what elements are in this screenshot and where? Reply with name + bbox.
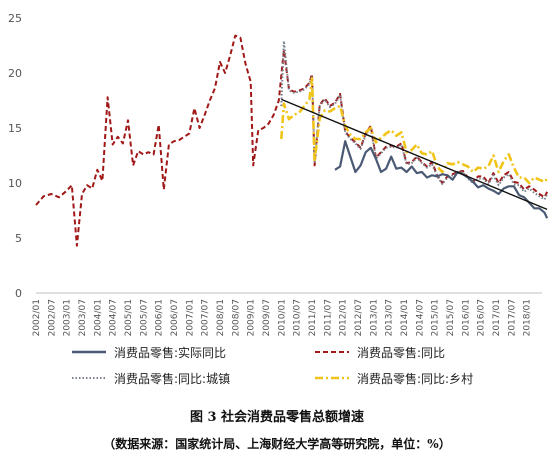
legend-item-nominal: 消费品零售:同比: [315, 342, 445, 362]
legend-swatch-rural: [315, 376, 349, 380]
x-tick-label: 2006/01: [155, 299, 165, 336]
legend: 消费品零售:实际同比 消费品零售:同比 消费品零售:同比:城镇 消费品零售:同比…: [60, 340, 530, 390]
legend-label-real: 消费品零售:实际同比: [114, 345, 227, 360]
x-tick-label: 2008/07: [231, 299, 241, 336]
x-tick-label: 2013/01: [369, 299, 379, 336]
x-tick-label: 2004/01: [93, 299, 103, 336]
x-tick-label: 2016/01: [461, 299, 471, 336]
x-tick-label: 2009/01: [247, 299, 257, 336]
figure-caption: 图 3 社会消费品零售总额增速: [189, 410, 365, 425]
series-line-nominal: [35, 34, 549, 247]
x-tick-label: 2003/01: [63, 299, 73, 336]
x-tick-label: 2014/07: [415, 299, 425, 336]
x-tick-label: 2004/07: [109, 299, 119, 336]
legend-label-nominal: 消费品零售:同比: [357, 345, 446, 360]
x-tick-label: 2009/07: [262, 299, 272, 336]
x-tick-label: 2017/01: [492, 299, 502, 336]
series-layer: [35, 34, 549, 247]
x-tick-label: 2011/01: [308, 299, 318, 336]
legend-swatch-nominal: [315, 351, 349, 353]
data-source-note: （数据来源：国家统计局、上海财经大学高等研究院，单位：%）: [103, 437, 451, 451]
y-tick-label: 15: [8, 122, 22, 135]
legend-item-real: 消费品零售:实际同比: [72, 342, 226, 362]
x-tick-label: 2007/07: [201, 299, 211, 336]
y-tick-label: 20: [8, 67, 22, 80]
y-tick-label: 10: [8, 177, 22, 190]
x-tick-label: 2012/01: [339, 299, 349, 336]
x-tick-label: 2005/07: [139, 299, 149, 336]
y-tick-label: 0: [15, 287, 22, 300]
x-tick-label: 2014/01: [400, 299, 410, 336]
series-line-urban: [280, 40, 549, 201]
y-tick-label: 5: [15, 232, 22, 245]
legend-swatch-urban: [72, 377, 106, 379]
y-tick-label: 25: [8, 12, 22, 25]
legend-item-rural: 消费品零售:同比:乡村: [315, 368, 473, 388]
x-tick-label: 2011/07: [323, 299, 333, 336]
series-line-real: [334, 140, 549, 219]
x-tick-label: 2006/07: [170, 299, 180, 336]
x-tick-label: 2016/07: [477, 299, 487, 336]
x-tick-label: 2003/07: [78, 299, 88, 336]
x-tick-label: 2002/07: [47, 299, 57, 336]
x-tick-label: 2013/07: [385, 299, 395, 336]
x-tick-label: 2002/01: [32, 299, 42, 336]
series-line-rural: [280, 77, 549, 185]
legend-label-rural: 消费品零售:同比:乡村: [357, 371, 474, 386]
x-tick-label: 2005/01: [124, 299, 134, 336]
legend-label-urban: 消费品零售:同比:城镇: [114, 371, 231, 386]
x-tick-label: 2015/01: [431, 299, 441, 336]
trendline-layer: [281, 98, 548, 211]
legend-swatch-real: [72, 350, 106, 354]
y-axis-ticks: 0 5 10 15 20 25: [8, 12, 22, 300]
x-tick-label: 2010/01: [277, 299, 287, 336]
x-tick-label: 2010/07: [293, 299, 303, 336]
x-axis: 2002/01 2002/07 2003/01 2003/07 2004/01 2004/…: [32, 292, 542, 336]
x-tick-label: 2015/07: [446, 299, 456, 336]
x-tick-label: 2018/01: [523, 299, 533, 336]
x-tick-label: 2012/07: [354, 299, 364, 336]
x-tick-label: 2008/01: [216, 299, 226, 336]
trendline: [281, 98, 548, 211]
x-tick-label: 2017/07: [507, 299, 517, 336]
legend-item-urban: 消费品零售:同比:城镇: [72, 368, 230, 388]
x-tick-label: 2007/01: [185, 299, 195, 336]
